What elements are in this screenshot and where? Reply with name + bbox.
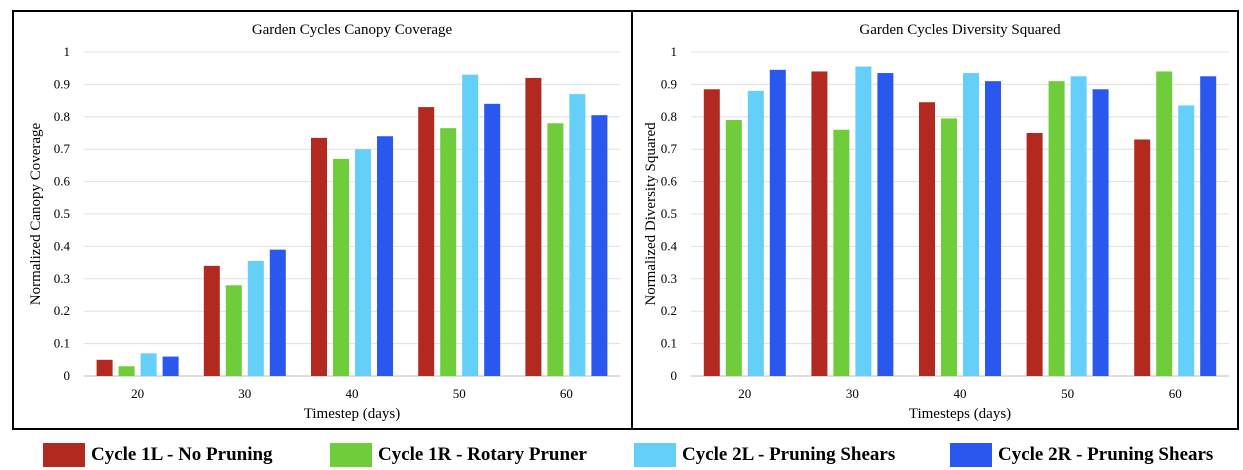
chart-legend: Cycle 1L - No Pruning Cycle 1R - Rotary … [0,438,1243,470]
bar [941,118,957,377]
bar [1092,89,1109,376]
x-tick-label: 40 [954,386,967,401]
bar [269,249,286,376]
y-tick-label: 0.9 [661,76,677,91]
y-tick-label: 0.5 [54,206,70,221]
y-tick-label: 0.3 [54,271,70,286]
bar [985,81,1001,376]
bar [1048,81,1065,376]
bar [877,73,894,376]
bar [855,66,872,376]
x-tick-label: 30 [238,386,251,401]
bar [203,265,220,376]
bar [118,366,135,376]
y-axis-label: Normalized Canopy Coverage [28,122,44,305]
y-tick-label: 0.4 [661,238,678,253]
bar [769,69,786,376]
bar [1178,105,1195,377]
x-axis-label: Timestep (days) [304,406,401,422]
bar [1026,133,1043,376]
y-tick-label: 1 [64,44,71,59]
legend-item-cycle-2r: Cycle 2R - Pruning Shears [950,442,1213,468]
x-axis-label: Timesteps (days) [909,406,1011,422]
bar [162,356,179,376]
x-tick-label: 20 [738,386,751,401]
canopy-coverage-chart: Garden Cycles Canopy Coverage 0 0.1 0.2 0.3 0… [28,22,620,422]
y-tick-label: 0.6 [54,174,71,189]
bar [703,89,720,376]
y-tick-label: 0.7 [54,141,71,156]
y-tick-label: 0 [671,368,678,383]
legend-item-cycle-1r: Cycle 1R - Rotary Pruner [330,442,587,468]
bar [311,137,327,376]
y-axis-label: Normalized Diversity Squared [643,122,659,306]
y-tick-label: 0 [64,368,71,383]
bar [462,74,479,377]
y-tick-label: 0.6 [661,174,678,189]
bar [377,136,393,376]
y-tick-label: 0.3 [661,271,677,286]
bar [963,73,979,376]
bar [440,128,457,376]
legend-label: Cycle 2L - Pruning Shears [682,444,896,465]
bar [355,149,371,376]
y-tick-label: 0.4 [54,238,71,253]
bar [1200,76,1217,377]
legend-swatch [330,443,372,467]
bar [1134,139,1151,376]
legend-swatch [43,443,85,467]
legend-swatch [634,443,676,467]
legend-item-cycle-2l: Cycle 2L - Pruning Shears [634,442,895,468]
y-tick-label: 0.9 [54,76,70,91]
y-tick-label: 0.8 [661,109,677,124]
bar [747,90,764,376]
y-tick-label: 1 [671,44,678,59]
bar [333,158,349,376]
chart-title: Garden Cycles Diversity Squared [859,22,1061,38]
diversity-squared-chart: Garden Cycles Diversity Squared 0 0.1 0.2 0.… [643,22,1229,422]
legend-item-cycle-1l: Cycle 1L - No Pruning [43,442,273,468]
y-tick-label: 0.1 [54,336,70,351]
bar [96,359,113,376]
y-tick-label: 0.2 [661,303,677,318]
legend-label: Cycle 1R - Rotary Pruner [378,444,587,465]
x-tick-label: 30 [846,386,859,401]
y-tick-label: 0.1 [661,336,677,351]
x-tick-label: 60 [1169,386,1182,401]
bar [484,103,501,376]
x-tick-label: 50 [453,386,466,401]
diversity-squared-chart-panel: Garden Cycles Diversity Squared 0 0.1 0.2 0.… [633,10,1239,430]
bar [725,120,742,376]
legend-label: Cycle 1L - No Pruning [91,444,273,465]
y-tick-label: 0.8 [54,109,70,124]
bar [591,115,608,377]
bar [225,285,242,376]
bar [525,77,542,377]
bar [140,353,157,376]
bar [547,123,564,376]
bar [811,71,828,376]
y-tick-label: 0.7 [661,141,678,156]
bar [247,260,264,376]
chart-title: Garden Cycles Canopy Coverage [252,22,453,38]
x-tick-label: 60 [560,386,573,401]
y-tick-label: 0.2 [54,303,70,318]
bar [1070,76,1087,377]
canopy-coverage-chart-panel: Garden Cycles Canopy Coverage 0 0.1 0.2 0.3 0… [12,10,633,430]
y-tick-label: 0.5 [661,206,677,221]
bar [833,129,850,376]
x-tick-label: 50 [1061,386,1074,401]
bar [418,107,435,376]
legend-label: Cycle 2R - Pruning Shears [998,444,1214,465]
x-tick-label: 20 [131,386,144,401]
legend-swatch [950,443,992,467]
bar [1156,71,1173,376]
bar [569,94,586,377]
x-tick-label: 40 [346,386,359,401]
bar [919,102,935,376]
